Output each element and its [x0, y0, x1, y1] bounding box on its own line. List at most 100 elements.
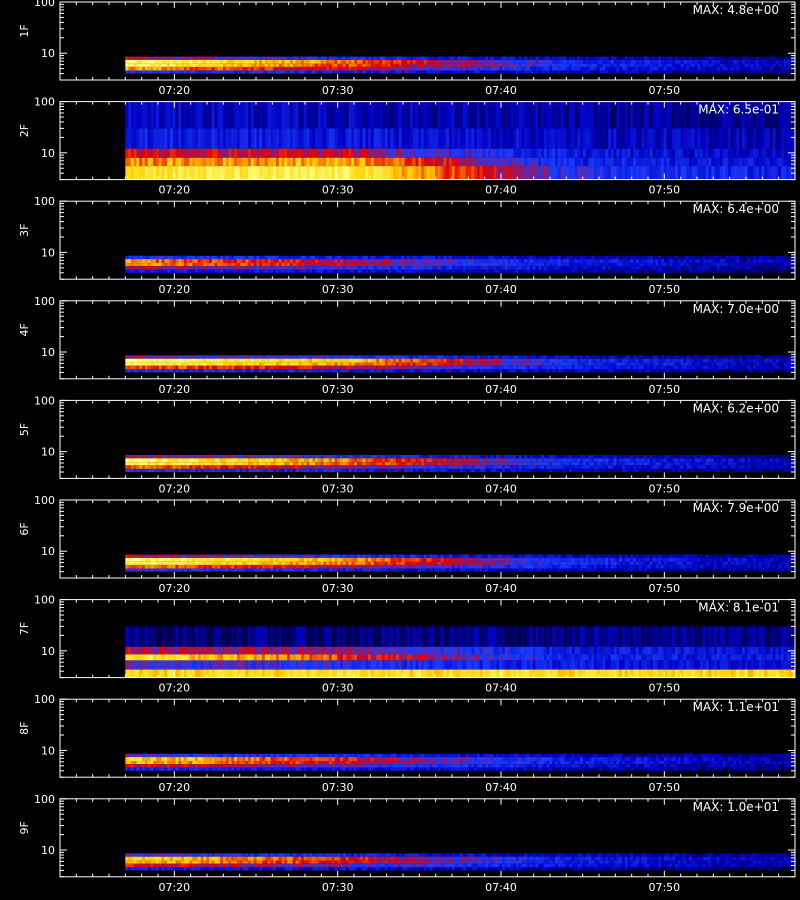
heatmap-cell — [393, 101, 397, 129]
heatmap-cell — [156, 259, 160, 264]
heatmap-cell — [708, 263, 712, 267]
heatmap-cell — [652, 358, 656, 363]
heatmap-cell — [315, 362, 319, 366]
heatmap-cell — [549, 56, 553, 60]
heatmap-cell — [432, 63, 436, 67]
heatmap-cell — [167, 157, 171, 167]
heatmap-cell — [633, 70, 637, 74]
heatmap-cell — [549, 59, 553, 64]
heatmap-cell — [633, 259, 637, 264]
heatmap-cell — [234, 269, 238, 273]
heatmap-cell — [169, 255, 174, 260]
heatmap-cell — [144, 101, 149, 129]
heatmap-cell — [767, 269, 771, 273]
heatmap-cell — [342, 128, 347, 149]
heatmap-cell — [128, 59, 132, 64]
heatmap-cell — [423, 358, 428, 363]
heatmap-cell — [485, 263, 489, 267]
heatmap-cell — [407, 56, 411, 60]
heatmap-cell — [326, 157, 330, 167]
heatmap-cell — [515, 157, 520, 167]
heatmap-cell — [708, 148, 712, 158]
heatmap-cell — [555, 128, 559, 149]
heatmap-cell — [144, 128, 149, 149]
heatmap-cell — [686, 263, 690, 267]
heatmap-cell — [273, 66, 277, 71]
heatmap-cell — [627, 358, 631, 363]
heatmap-cell — [769, 63, 774, 67]
heatmap-cell — [532, 128, 536, 149]
heatmap-cell — [457, 70, 461, 74]
heatmap-cell — [739, 66, 743, 71]
heatmap-cell — [546, 157, 550, 167]
heatmap-cell — [435, 128, 439, 149]
heatmap-cell — [446, 166, 450, 180]
heatmap-cell — [719, 255, 723, 260]
heatmap-cell — [278, 128, 282, 149]
heatmap-cell — [287, 263, 291, 267]
heatmap-cell — [764, 101, 768, 129]
heatmap-cell — [482, 166, 486, 180]
heatmap-cell — [312, 362, 316, 366]
heatmap-cell — [504, 266, 508, 270]
heatmap-cell — [376, 56, 380, 60]
heatmap-cell — [370, 365, 375, 370]
heatmap-cell — [287, 66, 291, 71]
heatmap-cell — [677, 358, 681, 363]
heatmap-cell — [694, 101, 698, 129]
heatmap-cell — [705, 362, 709, 366]
heatmap-cell — [521, 355, 525, 359]
heatmap-cell — [602, 63, 606, 67]
heatmap-cell — [568, 362, 573, 366]
heatmap-cell — [164, 362, 168, 366]
heatmap-cell — [610, 70, 615, 74]
heatmap-cell — [147, 157, 151, 167]
heatmap-cell — [683, 255, 687, 260]
heatmap-cell — [451, 56, 455, 60]
heatmap-cell — [175, 269, 179, 273]
heatmap-cell — [680, 157, 684, 167]
heatmap-cell — [147, 255, 151, 260]
heatmap-cell — [331, 157, 335, 167]
heatmap-cell — [529, 266, 534, 270]
heatmap-cell — [736, 365, 740, 370]
heatmap-cell — [153, 59, 157, 64]
heatmap-cell — [644, 358, 648, 363]
heatmap-cell — [342, 362, 347, 366]
heatmap-cell — [130, 63, 135, 67]
heatmap-cell — [644, 269, 648, 273]
heatmap-cell — [728, 70, 732, 74]
heatmap-cell — [764, 128, 768, 149]
heatmap-cell — [485, 128, 489, 149]
heatmap-cell — [172, 157, 176, 167]
heatmap-cell — [560, 266, 564, 270]
heatmap-cell — [239, 70, 243, 74]
heatmap-cell — [429, 63, 433, 67]
heatmap-cell — [608, 269, 612, 273]
heatmap-cell — [663, 362, 668, 366]
heatmap-cell — [409, 128, 414, 149]
heatmap-cell — [175, 59, 179, 64]
heatmap-cell — [775, 101, 779, 129]
heatmap-cell — [189, 358, 193, 363]
heatmap-cell — [373, 255, 377, 260]
heatmap-cell — [289, 101, 294, 129]
heatmap-cell — [694, 266, 698, 270]
heatmap-cell — [382, 355, 386, 359]
heatmap-cell — [200, 358, 204, 363]
heatmap-cell — [688, 362, 693, 366]
heatmap-cell — [688, 365, 693, 370]
heatmap-cell — [262, 148, 266, 158]
heatmap-cell — [449, 259, 453, 264]
heatmap-cell — [334, 66, 338, 71]
heatmap-cell — [195, 101, 199, 129]
heatmap-cell — [753, 358, 757, 363]
heatmap-cell — [708, 66, 712, 71]
heatmap-cell — [728, 166, 732, 180]
heatmap-cell — [337, 66, 341, 71]
heatmap-cell — [725, 259, 729, 264]
heatmap-cell — [672, 362, 676, 366]
heatmap-cell — [697, 157, 701, 167]
heatmap-cell — [541, 358, 545, 363]
heatmap-cell — [248, 365, 252, 370]
